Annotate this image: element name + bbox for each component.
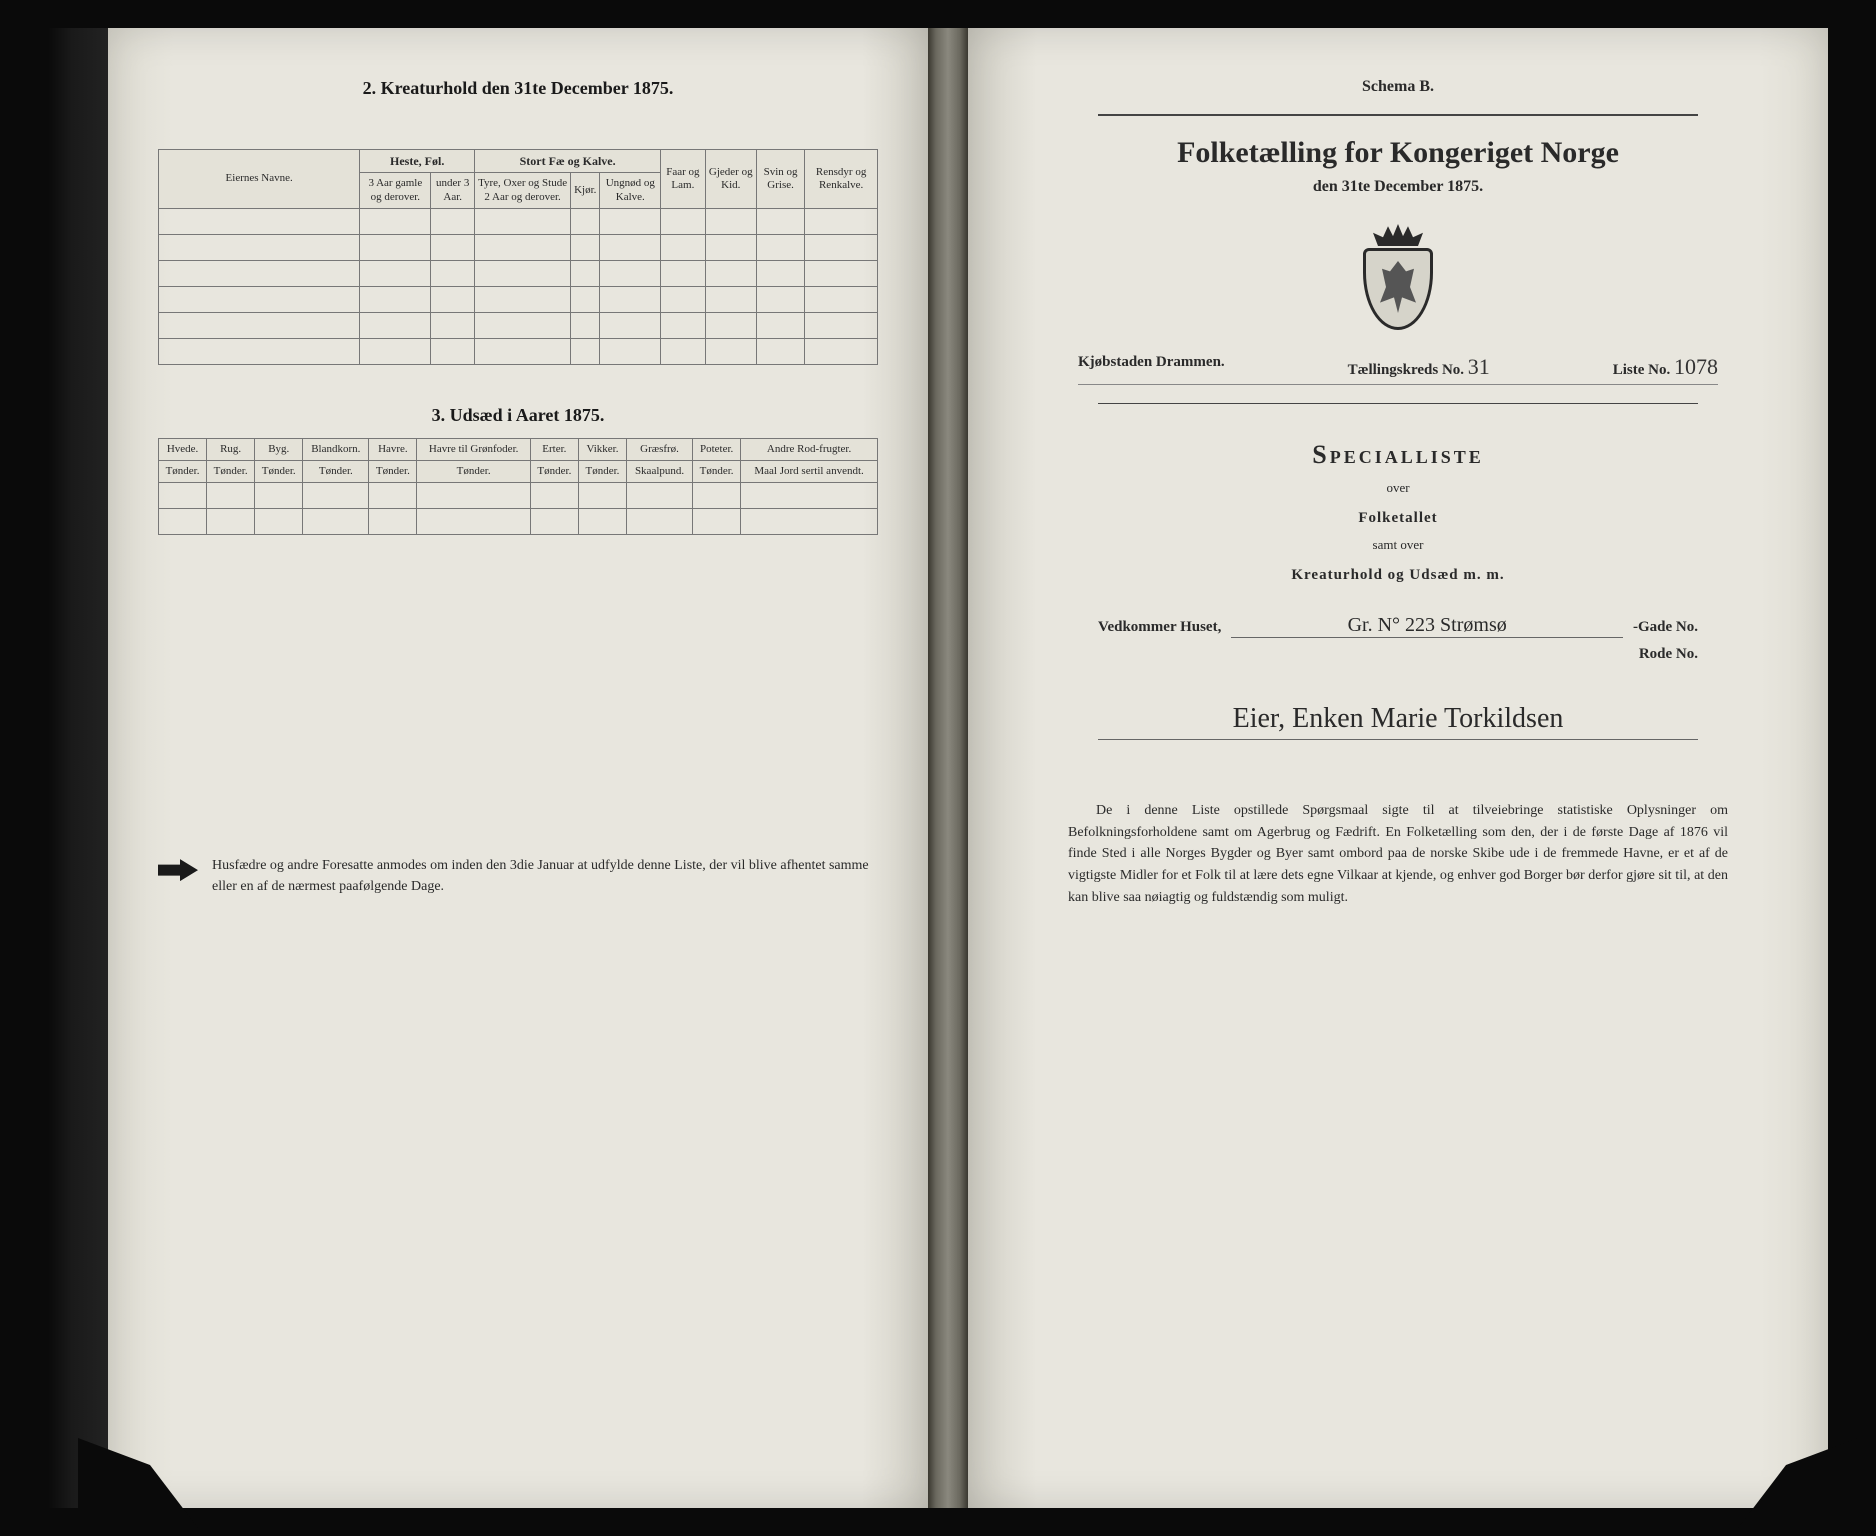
vedkommer-value: Gr. N° 223 Strømsø <box>1231 614 1623 638</box>
instruction-blurb: De i denne Liste opstillede Spørgsmaal s… <box>1068 800 1728 908</box>
liste-value: 1078 <box>1674 354 1718 379</box>
udsaed-rows <box>159 483 878 535</box>
col-pot: Poteter. <box>693 438 741 460</box>
schema-label: Schema B. <box>1018 78 1778 96</box>
over-label: over <box>1018 480 1778 496</box>
col-heste-b: under 3 Aar. <box>431 173 475 208</box>
col-faar: Faar og Lam. <box>661 150 705 209</box>
gade-label: -Gade No. <box>1633 619 1698 636</box>
col-erter: Erter. <box>530 438 578 460</box>
col-owner: Eiernes Navne. <box>159 150 360 209</box>
pointing-hand-icon <box>158 859 198 881</box>
census-subtitle: den 31te December 1875. <box>1018 178 1778 196</box>
left-page: 2. Kreaturhold den 31te December 1875. E… <box>108 28 928 1508</box>
col-stort: Stort Fæ og Kalve. <box>475 150 661 173</box>
shield-icon <box>1363 248 1433 330</box>
col-stort-a: Tyre, Oxer og Stude 2 Aar og derover. <box>475 173 571 208</box>
specialliste-title: Specialliste <box>1018 440 1778 470</box>
kreaturhold-rows <box>159 208 878 364</box>
vedkommer-line: Vedkommer Huset, Gr. N° 223 Strømsø -Gad… <box>1098 614 1698 638</box>
unit-tonder-3: Tønder. <box>255 460 303 482</box>
crown-icon <box>1373 224 1423 246</box>
col-byg: Byg. <box>255 438 303 460</box>
col-gjeder: Gjeder og Kid. <box>705 150 756 209</box>
col-hvede: Hvede. <box>159 438 207 460</box>
kreds-label: Tællingskreds No. <box>1348 362 1464 378</box>
unit-tonder-5: Tønder. <box>369 460 417 482</box>
col-heste: Heste, Føl. <box>360 150 475 173</box>
col-bland: Blandkorn. <box>303 438 369 460</box>
col-svin: Svin og Grise. <box>756 150 804 209</box>
coat-of-arms-icon <box>1353 224 1443 334</box>
footnote: Husfædre og andre Foresatte anmodes om i… <box>158 855 878 897</box>
col-vikker: Vikker. <box>578 438 626 460</box>
folketallet-label: Folketallet <box>1018 510 1778 527</box>
col-andre: Andre Rod-frugter. <box>741 438 878 460</box>
unit-tonder-9: Tønder. <box>693 460 741 482</box>
spine-edge <box>48 28 108 1508</box>
unit-skaal: Skaalpund. <box>627 460 693 482</box>
unit-tonder-8: Tønder. <box>578 460 626 482</box>
col-rensdyr: Rensdyr og Renkalve. <box>805 150 878 209</box>
rule-mid <box>1098 403 1698 404</box>
unit-tonder-4: Tønder. <box>303 460 369 482</box>
right-page: Schema B. Folketælling for Kongeriget No… <box>968 28 1828 1508</box>
unit-maal: Maal Jord sertil anvendt. <box>741 460 878 482</box>
rule-top <box>1098 114 1698 116</box>
owner-signature: Eier, Enken Marie Torkildsen <box>1098 703 1698 740</box>
col-havre: Havre. <box>369 438 417 460</box>
kreaturhold-table: Eiernes Navne. Heste, Føl. Stort Fæ og K… <box>158 149 878 365</box>
rode-label: Rode No. <box>1098 646 1698 663</box>
section2-title: 2. Kreaturhold den 31te December 1875. <box>158 78 878 99</box>
page-corner-clip <box>78 1438 198 1528</box>
unit-tonder-6: Tønder. <box>417 460 530 482</box>
section3-title: 3. Udsæd i Aaret 1875. <box>158 405 878 426</box>
col-stort-b: Kjør. <box>571 173 600 208</box>
census-title: Folketælling for Kongeriget Norge <box>1018 136 1778 170</box>
kreds-value: 31 <box>1468 354 1490 379</box>
vedkommer-label: Vedkommer Huset, <box>1098 619 1221 636</box>
unit-tonder-2: Tønder. <box>207 460 255 482</box>
meta-line: Kjøbstaden Drammen. Tællingskreds No. 31… <box>1078 354 1718 385</box>
col-gras: Græsfrø. <box>627 438 693 460</box>
liste-label: Liste No. <box>1613 362 1671 378</box>
unit-tonder-1: Tønder. <box>159 460 207 482</box>
samt-label: samt over <box>1018 537 1778 553</box>
page-corner-clip <box>1738 1438 1858 1528</box>
kjobstad-label: Kjøbstaden Drammen. <box>1078 354 1225 370</box>
col-rug: Rug. <box>207 438 255 460</box>
book-spread: 2. Kreaturhold den 31te December 1875. E… <box>48 28 1828 1508</box>
col-stort-c: Ungnød og Kalve. <box>600 173 661 208</box>
kreatur-label: Kreaturhold og Udsæd m. m. <box>1018 567 1778 584</box>
unit-tonder-7: Tønder. <box>530 460 578 482</box>
col-havre-gron: Havre til Grønfoder. <box>417 438 530 460</box>
udsaed-table: Hvede. Rug. Byg. Blandkorn. Havre. Havre… <box>158 438 878 535</box>
book-gutter <box>928 28 968 1508</box>
footnote-text: Husfædre og andre Foresatte anmodes om i… <box>212 855 878 897</box>
col-heste-a: 3 Aar gamle og derover. <box>360 173 431 208</box>
